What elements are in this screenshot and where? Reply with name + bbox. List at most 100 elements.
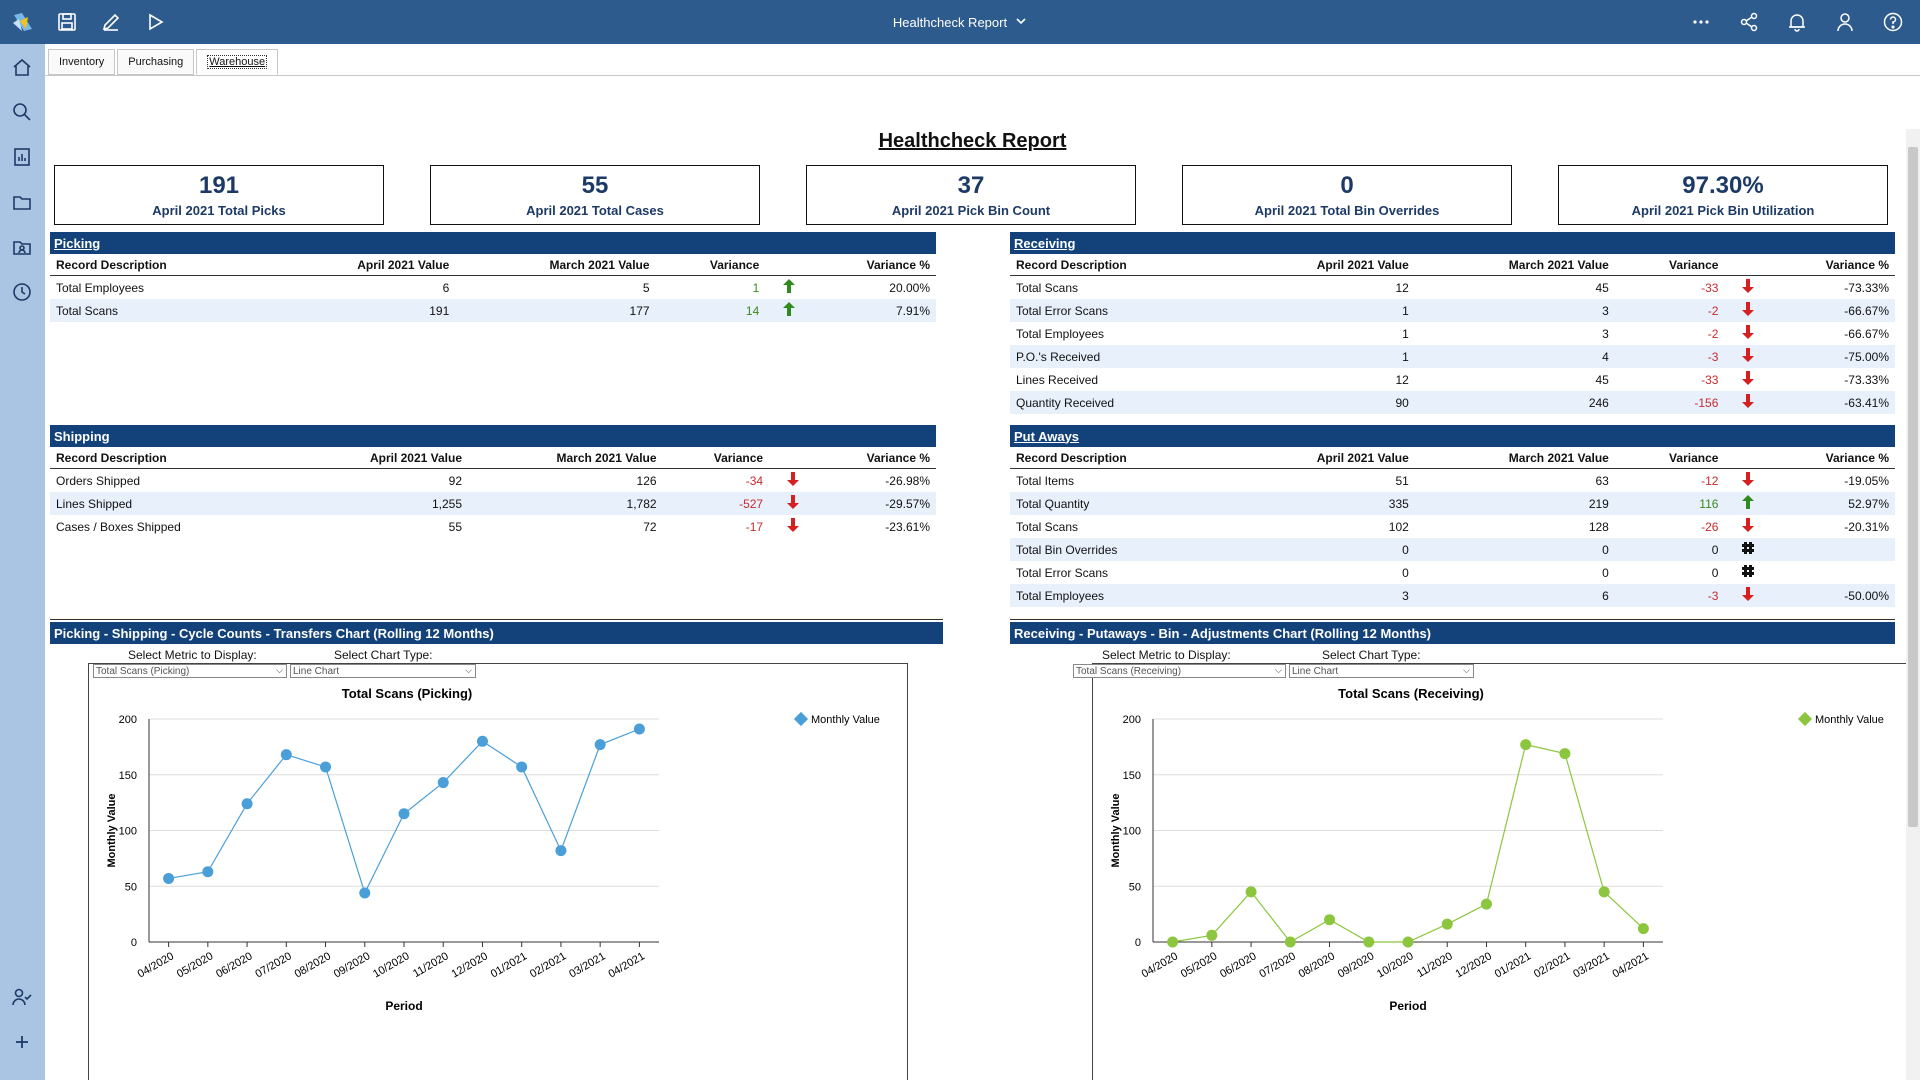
data-point[interactable] bbox=[1441, 918, 1453, 930]
app-logo-icon[interactable] bbox=[10, 9, 36, 35]
shipping-table: Record Description April 2021 Value March … bbox=[50, 447, 936, 538]
report-name[interactable]: Healthcheck Report bbox=[892, 14, 1008, 30]
data-point[interactable] bbox=[359, 887, 371, 899]
data-point[interactable] bbox=[516, 761, 528, 773]
user-icon[interactable] bbox=[1832, 9, 1858, 35]
x-tick-label: 01/2021 bbox=[1493, 950, 1533, 980]
section-title[interactable]: Picking bbox=[54, 235, 101, 251]
data-point[interactable] bbox=[163, 872, 175, 884]
add-icon[interactable] bbox=[9, 1029, 35, 1055]
arrow-down-icon bbox=[769, 515, 805, 538]
data-point[interactable] bbox=[1402, 936, 1414, 948]
home-icon[interactable] bbox=[9, 54, 35, 80]
play-icon[interactable] bbox=[142, 9, 168, 35]
more-icon[interactable] bbox=[1688, 9, 1714, 35]
col-header-march: March 2021 Value bbox=[1414, 254, 1615, 276]
kpi-label: April 2021 Total Bin Overrides bbox=[1254, 203, 1440, 218]
section-title[interactable]: Put Aways bbox=[1014, 428, 1080, 444]
legend-marker bbox=[793, 711, 809, 727]
data-point[interactable] bbox=[1245, 886, 1257, 898]
tab-warehouse[interactable]: Warehouse bbox=[196, 49, 279, 75]
contacts-folder-icon[interactable] bbox=[9, 234, 35, 260]
table-row: Cases / Boxes Shipped 55 72 -17 -23.61% bbox=[50, 515, 936, 538]
row-description: Lines Shipped bbox=[50, 492, 288, 515]
data-point[interactable] bbox=[280, 749, 292, 761]
selected-value: Line Chart bbox=[1292, 665, 1339, 677]
series-line bbox=[1172, 743, 1644, 943]
metric-select[interactable]: Total Scans (Receiving) ⌵ bbox=[1073, 664, 1286, 678]
data-point[interactable] bbox=[1363, 936, 1375, 948]
tab-purchasing[interactable]: Purchasing bbox=[117, 49, 195, 75]
section-header: Picking - Shipping - Cycle Counts - Tran… bbox=[50, 622, 943, 644]
kpi-pick-bin-count: 37 April 2021 Pick Bin Count bbox=[806, 165, 1136, 225]
data-point[interactable] bbox=[1598, 886, 1610, 898]
x-tick-label: 06/2020 bbox=[1218, 950, 1258, 980]
scrollbar-thumb[interactable] bbox=[1908, 147, 1918, 827]
edit-icon[interactable] bbox=[98, 9, 124, 35]
row-variance: -33 bbox=[1701, 280, 1719, 295]
table-row: Total Scans 12 45 -33 -73.33% bbox=[1010, 276, 1895, 300]
col-header-april: April 2021 Value bbox=[1229, 447, 1415, 469]
x-axis-title: Period bbox=[1389, 999, 1426, 1013]
chevron-down-icon: ⌵ bbox=[1275, 665, 1282, 675]
row-description: Cases / Boxes Shipped bbox=[56, 519, 181, 534]
row-description: Total Employees bbox=[1010, 584, 1230, 607]
data-point[interactable] bbox=[398, 808, 410, 820]
data-point[interactable] bbox=[1284, 936, 1296, 948]
data-point[interactable] bbox=[320, 761, 332, 773]
data-point[interactable] bbox=[594, 739, 606, 751]
data-point[interactable] bbox=[555, 845, 567, 857]
chart-type-select[interactable]: Line Chart ⌵ bbox=[290, 664, 476, 678]
chart-type-select[interactable]: Line Chart ⌵ bbox=[1289, 664, 1474, 678]
metric-select[interactable]: Total Scans (Picking) ⌵ bbox=[93, 664, 287, 678]
data-point[interactable] bbox=[1324, 914, 1336, 926]
row-april-value: 55 bbox=[448, 519, 463, 534]
bell-icon[interactable] bbox=[1784, 9, 1810, 35]
data-point[interactable] bbox=[476, 735, 488, 747]
tab-label: Warehouse bbox=[207, 55, 268, 69]
row-description: Total Scans bbox=[1016, 280, 1079, 295]
data-point[interactable] bbox=[1167, 936, 1179, 948]
data-point[interactable] bbox=[1206, 929, 1218, 941]
data-point[interactable] bbox=[241, 798, 253, 810]
row-april-value: 1 bbox=[1229, 299, 1415, 322]
kpi-total-bin-overrides: 0 April 2021 Total Bin Overrides bbox=[1182, 165, 1512, 225]
help-icon[interactable] bbox=[1880, 9, 1906, 35]
x-tick-label: 04/2021 bbox=[606, 950, 646, 980]
row-march-value: 5 bbox=[642, 280, 650, 295]
row-variance: -26 bbox=[1701, 519, 1719, 534]
chevron-down-icon[interactable] bbox=[1015, 15, 1027, 30]
col-header-variance: Variance bbox=[655, 254, 766, 276]
binoculars-icon bbox=[1724, 561, 1760, 584]
x-tick-label: 05/2020 bbox=[175, 950, 215, 980]
x-tick-label: 11/2020 bbox=[411, 950, 451, 980]
row-april-value: 51 bbox=[1395, 473, 1409, 488]
data-point[interactable] bbox=[1520, 739, 1532, 751]
share-icon[interactable] bbox=[1736, 9, 1762, 35]
data-point[interactable] bbox=[437, 777, 449, 789]
data-point[interactable] bbox=[1637, 923, 1649, 935]
history-icon[interactable] bbox=[9, 279, 35, 305]
x-tick-label: 09/2020 bbox=[1336, 950, 1376, 980]
row-description: Total Items bbox=[1016, 473, 1075, 488]
table-row: Total Items 51 63 -12 -19.05% bbox=[1010, 469, 1895, 493]
y-tick-label: 50 bbox=[125, 881, 137, 893]
row-description: P.O.'s Received bbox=[1010, 345, 1230, 368]
reports-icon[interactable] bbox=[9, 144, 35, 170]
save-icon[interactable] bbox=[54, 9, 80, 35]
row-april-value: 1 bbox=[1402, 326, 1409, 341]
kpi-label: April 2021 Pick Bin Utilization bbox=[1631, 203, 1815, 218]
data-point[interactable] bbox=[202, 866, 214, 878]
data-point[interactable] bbox=[633, 723, 645, 735]
col-header-description: Record Description bbox=[50, 447, 288, 469]
folder-icon[interactable] bbox=[9, 189, 35, 215]
row-march-value: 4 bbox=[1414, 345, 1615, 368]
col-header-arrow bbox=[765, 254, 802, 276]
search-icon[interactable] bbox=[9, 99, 35, 125]
data-point[interactable] bbox=[1559, 748, 1571, 760]
data-point[interactable] bbox=[1480, 898, 1492, 910]
user-check-icon[interactable] bbox=[9, 984, 35, 1010]
arrow-up-icon bbox=[1724, 492, 1761, 515]
tab-inventory[interactable]: Inventory bbox=[48, 49, 116, 75]
section-title[interactable]: Receiving bbox=[1014, 235, 1076, 251]
